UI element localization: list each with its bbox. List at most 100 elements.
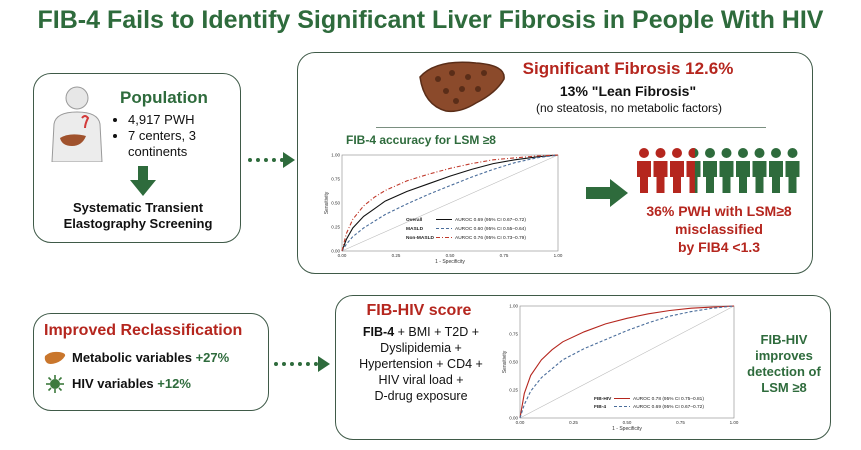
- lean-fibrosis-text: 13% "Lean Fibrosis": [559, 83, 697, 99]
- y-axis-label: Sensitivity: [502, 350, 508, 373]
- person-icon: [769, 148, 783, 193]
- x-axis-label: 1 - Specificity: [612, 426, 642, 432]
- legend-series-name: MASLD: [406, 226, 424, 232]
- formula-text: + BMI + T2D +: [397, 325, 480, 339]
- x-tick-label: 1.00: [730, 420, 739, 425]
- person-icon: [670, 148, 684, 193]
- formula-line: FIB-4 + BMI + T2D +: [342, 324, 500, 340]
- fibrosis-box: Significant Fibrosis 12.6% 13% "Lean Fib…: [297, 52, 813, 274]
- right-arrow-icon: [586, 179, 628, 207]
- misclassified-line1: 36% PWH with LSM≥8: [646, 203, 792, 219]
- reference-diagonal: [341, 154, 559, 252]
- fibhiv-box: FIB-HIV score FIB-4 + BMI + T2D + Dyslip…: [335, 295, 831, 440]
- improves-line: detection of: [747, 364, 821, 379]
- metabolic-variables-value: +27%: [195, 350, 230, 365]
- x-axis-label: 1 - Specificity: [435, 259, 465, 265]
- formula-line: D-drug exposure: [374, 389, 468, 403]
- y-tick-label: 0.75: [331, 177, 340, 182]
- legend-series-name: Non-MASLD: [406, 235, 435, 241]
- legend-series-name: FIB-HIV: [594, 396, 612, 402]
- improves-line: improves: [755, 348, 813, 363]
- metabolic-label: Metabolic variables +27%: [72, 350, 229, 365]
- person-icon: [719, 148, 734, 193]
- x-tick-label: 0.25: [569, 420, 578, 425]
- y-tick-label: 0.00: [331, 249, 340, 254]
- formula-line: Dyslipidemia +: [380, 341, 462, 355]
- x-tick-label: 1.00: [554, 253, 563, 258]
- x-tick-label: 0.50: [623, 420, 632, 425]
- fibhiv-roc-chart: 0.00 0.25 0.50 0.75 1.00 0.00 0.25 0.50 0.75 1.00…: [502, 304, 739, 433]
- y-tick-label: 0.25: [509, 388, 518, 393]
- formula-line: Hypertension + CD4 +: [359, 357, 483, 371]
- y-tick-label: 1.00: [331, 153, 340, 158]
- population-box: Population 4,917 PWH 7 centers, 3 contin…: [33, 73, 241, 243]
- roc-series-line: [341, 154, 559, 252]
- formula-fib4: FIB-4: [362, 325, 395, 339]
- population-bullet: 7 centers, 3 continents: [128, 128, 248, 160]
- liver-small-icon: [44, 351, 66, 364]
- person-icon: [752, 148, 767, 193]
- x-tick-label: 0.00: [516, 420, 525, 425]
- legend-series-label: AUROC 0.76 (95% CI 0.73–0.79): [455, 235, 526, 241]
- liver-icon: [419, 61, 505, 113]
- legend-series-label: AUROC 0.69 (95% CI 0.67–0.72): [455, 217, 526, 223]
- screening-text: Systematic Transient Elastography Screen…: [63, 200, 213, 231]
- person-icon: [785, 148, 800, 193]
- improves-line: LSM ≥8: [761, 380, 807, 395]
- person-icon: [736, 148, 750, 193]
- arrowhead-icon: [283, 152, 295, 168]
- formula-line: HIV viral load +: [378, 373, 464, 387]
- fibhiv-heading: FIB-HIV score: [366, 302, 472, 319]
- misclassified-line2: misclassified: [675, 221, 763, 237]
- person-icon: [703, 148, 717, 193]
- lean-fibrosis-note: (no steatosis, no metabolic factors): [535, 101, 723, 115]
- y-axis-label: Sensitivity: [324, 191, 330, 214]
- y-tick-label: 0.75: [509, 332, 518, 337]
- fibhiv-improves: FIB-HIV improves detection of LSM ≥8: [738, 332, 830, 396]
- virus-icon: [46, 375, 64, 393]
- roc-series-line: [341, 154, 559, 252]
- person-torso-icon: [51, 86, 103, 162]
- y-tick-label: 0.50: [509, 360, 518, 365]
- metabolic-variables-label: Metabolic variables: [72, 350, 192, 365]
- legend-series-label: AUROC 0.78 (95% CI 0.75–0.81): [633, 396, 704, 402]
- fibrosis-heading: Significant Fibrosis 12.6%: [522, 59, 734, 78]
- x-tick-label: 0.50: [446, 253, 455, 258]
- down-arrow-icon: [130, 166, 156, 196]
- misclassified-line3: by FIB4 <1.3: [677, 239, 761, 255]
- x-tick-label: 0.75: [500, 253, 509, 258]
- roc-series-line: [519, 305, 735, 419]
- improves-line: FIB-HIV: [760, 332, 808, 347]
- hiv-variables-value: +12%: [157, 376, 191, 391]
- legend-series-name: FIB-4: [594, 404, 606, 410]
- population-list: 4,917 PWH 7 centers, 3 continents: [114, 112, 248, 160]
- legend-series-name: Overall: [406, 217, 422, 223]
- accuracy-heading: FIB-4 accuracy for LSM ≥8: [346, 133, 496, 147]
- x-tick-label: 0.25: [392, 253, 401, 258]
- misclassified-people-icon: [637, 148, 800, 193]
- y-tick-label: 0.25: [331, 225, 340, 230]
- x-tick-label: 0.75: [676, 420, 685, 425]
- arrowhead-icon: [318, 356, 330, 372]
- y-tick-label: 1.00: [509, 304, 518, 309]
- hiv-variables-label: HIV variables: [72, 376, 154, 391]
- section-divider: [376, 127, 766, 128]
- person-icon: [637, 148, 651, 193]
- reference-diagonal: [519, 305, 735, 419]
- x-tick-label: 0.00: [338, 253, 347, 258]
- roc-series-line: [519, 305, 735, 419]
- person-icon: [653, 148, 668, 193]
- population-heading: Population: [120, 88, 208, 107]
- legend-series-label: AUROC 0.69 (95% CI 0.67–0.72): [633, 404, 704, 410]
- legend-series-label: AUROC 0.60 (95% CI 0.55–0.64): [455, 226, 526, 232]
- plot-frame: [341, 154, 559, 252]
- y-tick-label: 0.00: [509, 416, 518, 421]
- fib4-roc-chart: 0.00 0.25 0.50 0.75 1.00 0.00 0.25 0.50 0.75 1.00…: [324, 153, 563, 266]
- person-icon: [686, 148, 701, 193]
- plot-frame: [519, 305, 735, 419]
- fibhiv-formula: FIB-4 + BMI + T2D + Dyslipidemia + Hyper…: [342, 324, 500, 404]
- page-title: FIB-4 Fails to Identify Significant Live…: [37, 6, 824, 34]
- hiv-label: HIV variables +12%: [72, 376, 191, 391]
- y-tick-label: 0.50: [331, 201, 340, 206]
- reclassification-heading: Improved Reclassification: [44, 322, 243, 339]
